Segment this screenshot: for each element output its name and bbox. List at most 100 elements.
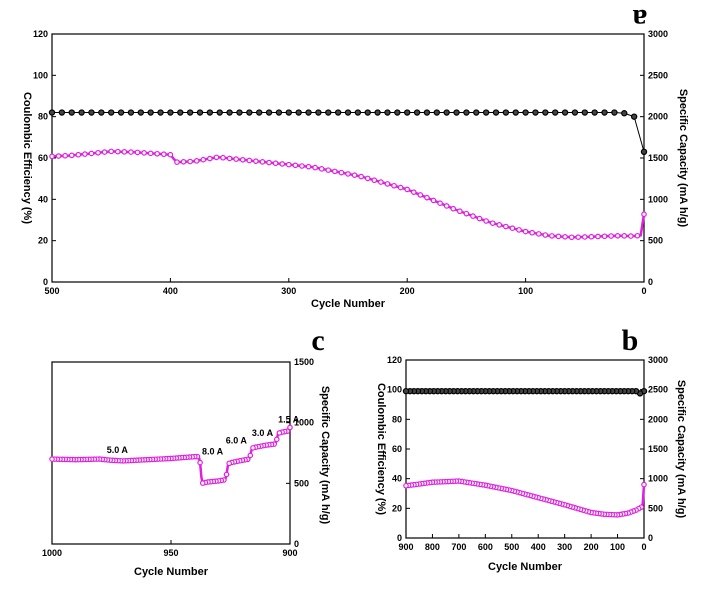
series-point-0	[345, 171, 351, 177]
series-point-1	[157, 109, 164, 116]
series-point-0	[476, 215, 483, 222]
panel-a-series	[48, 109, 648, 241]
series-point-0	[364, 175, 371, 182]
right-tick-label: 500	[648, 236, 663, 246]
series-point-0	[121, 149, 128, 155]
series-point-0	[285, 161, 292, 168]
series-point-1	[325, 109, 332, 116]
series-point-1	[443, 109, 450, 116]
right-tick-label: 3000	[648, 355, 668, 365]
right-tick-label: 0	[648, 533, 653, 543]
series-point-0	[358, 173, 364, 180]
left-tick-label: 40	[392, 474, 402, 484]
series-point-0	[410, 189, 417, 195]
series-point-0	[595, 233, 601, 240]
series-point-1	[611, 109, 618, 116]
series-point-0	[634, 232, 641, 239]
series-point-1	[285, 109, 292, 116]
series-point-0	[279, 161, 286, 167]
panel-c-series	[49, 424, 293, 486]
series-point-0	[522, 228, 529, 235]
panel-c-plot-frame	[51, 361, 291, 545]
series-point-0	[312, 164, 318, 171]
series-point-0	[233, 156, 239, 162]
panel-c-right-ticks: 0 500 1000 1500	[286, 357, 314, 549]
series-point-1	[256, 109, 263, 116]
series-point-1	[117, 109, 125, 116]
right-tick-label: 500	[294, 478, 309, 488]
series-point-1	[404, 109, 411, 116]
series-point-0	[463, 210, 470, 217]
series-point-0	[108, 148, 115, 155]
series-point-0	[147, 150, 154, 157]
series-point-0	[167, 151, 174, 158]
series-point-1	[167, 109, 174, 116]
series-point-0	[614, 232, 621, 239]
right-tick-label: 2000	[648, 112, 668, 122]
series-line-1	[52, 112, 645, 152]
series-point-0	[259, 159, 266, 165]
right-tick-label: 1500	[648, 153, 668, 163]
series-point-0	[404, 186, 411, 193]
x-tick-label: 200	[400, 286, 415, 296]
left-tick-label: 80	[38, 112, 48, 122]
series-point-0	[542, 232, 549, 238]
panel-a-right-ticks: 0 500 1000 1500 2000 2500 3000	[640, 29, 668, 287]
series-point-1	[423, 109, 431, 116]
panel-c-right-y-label: Specific Capacity (mA h/g)	[319, 386, 331, 525]
panel-b-x-ticks: 900 800 700 600 500 400 300 200 100 0	[398, 534, 647, 552]
current-annotation: 6.0 A	[226, 435, 248, 445]
series-point-0	[424, 194, 430, 201]
x-tick-label: 400	[531, 542, 546, 552]
series-point-0	[75, 151, 82, 158]
panel-c-label: c	[311, 324, 324, 357]
series-point-1	[621, 110, 628, 117]
series-point-1	[581, 109, 589, 116]
series-point-0	[128, 149, 134, 155]
panel-b: 900 800 700 600 500 400 300 200 100 0 02040608010…	[375, 324, 687, 573]
series-point-0	[581, 234, 588, 240]
x-tick-label: 0	[641, 286, 646, 296]
series-point-1	[591, 109, 598, 116]
series-point-1	[630, 113, 638, 120]
series-point-0	[496, 222, 503, 228]
series-point-0	[378, 179, 384, 185]
series-point-1	[58, 109, 66, 116]
series-point-1	[216, 109, 223, 116]
series-point-1	[305, 109, 312, 116]
series-point-0	[332, 168, 338, 175]
right-tick-label: 2000	[648, 414, 668, 424]
series-point-1	[236, 109, 243, 116]
series-point-1	[463, 109, 470, 116]
series-point-1	[265, 109, 273, 116]
series-point-0	[101, 149, 108, 155]
series-point-0	[371, 177, 378, 184]
series-point-1	[374, 109, 381, 116]
series-point-0	[250, 445, 256, 451]
x-tick-label: 100	[610, 542, 625, 552]
series-point-0	[391, 182, 397, 189]
left-tick-label: 100	[387, 385, 402, 395]
series-point-0	[299, 163, 305, 169]
series-point-0	[220, 154, 226, 161]
series-point-0	[397, 184, 404, 191]
series-point-0	[417, 192, 424, 198]
series-point-0	[180, 158, 187, 165]
series-point-0	[134, 149, 141, 156]
right-tick-label: 1000	[648, 194, 668, 204]
series-point-0	[338, 169, 345, 176]
series-point-0	[608, 233, 614, 239]
series-point-1	[413, 109, 421, 116]
series-point-0	[141, 150, 147, 156]
left-tick-label: 60	[392, 444, 402, 454]
left-tick-label: 120	[33, 29, 48, 39]
series-point-0	[272, 160, 279, 167]
series-point-0	[430, 197, 437, 204]
panel-b-series	[402, 387, 648, 518]
series-point-1	[68, 109, 75, 116]
series-point-1	[78, 109, 85, 116]
series-point-1	[482, 109, 490, 116]
series-point-1	[107, 109, 115, 116]
series-point-1	[334, 109, 342, 116]
